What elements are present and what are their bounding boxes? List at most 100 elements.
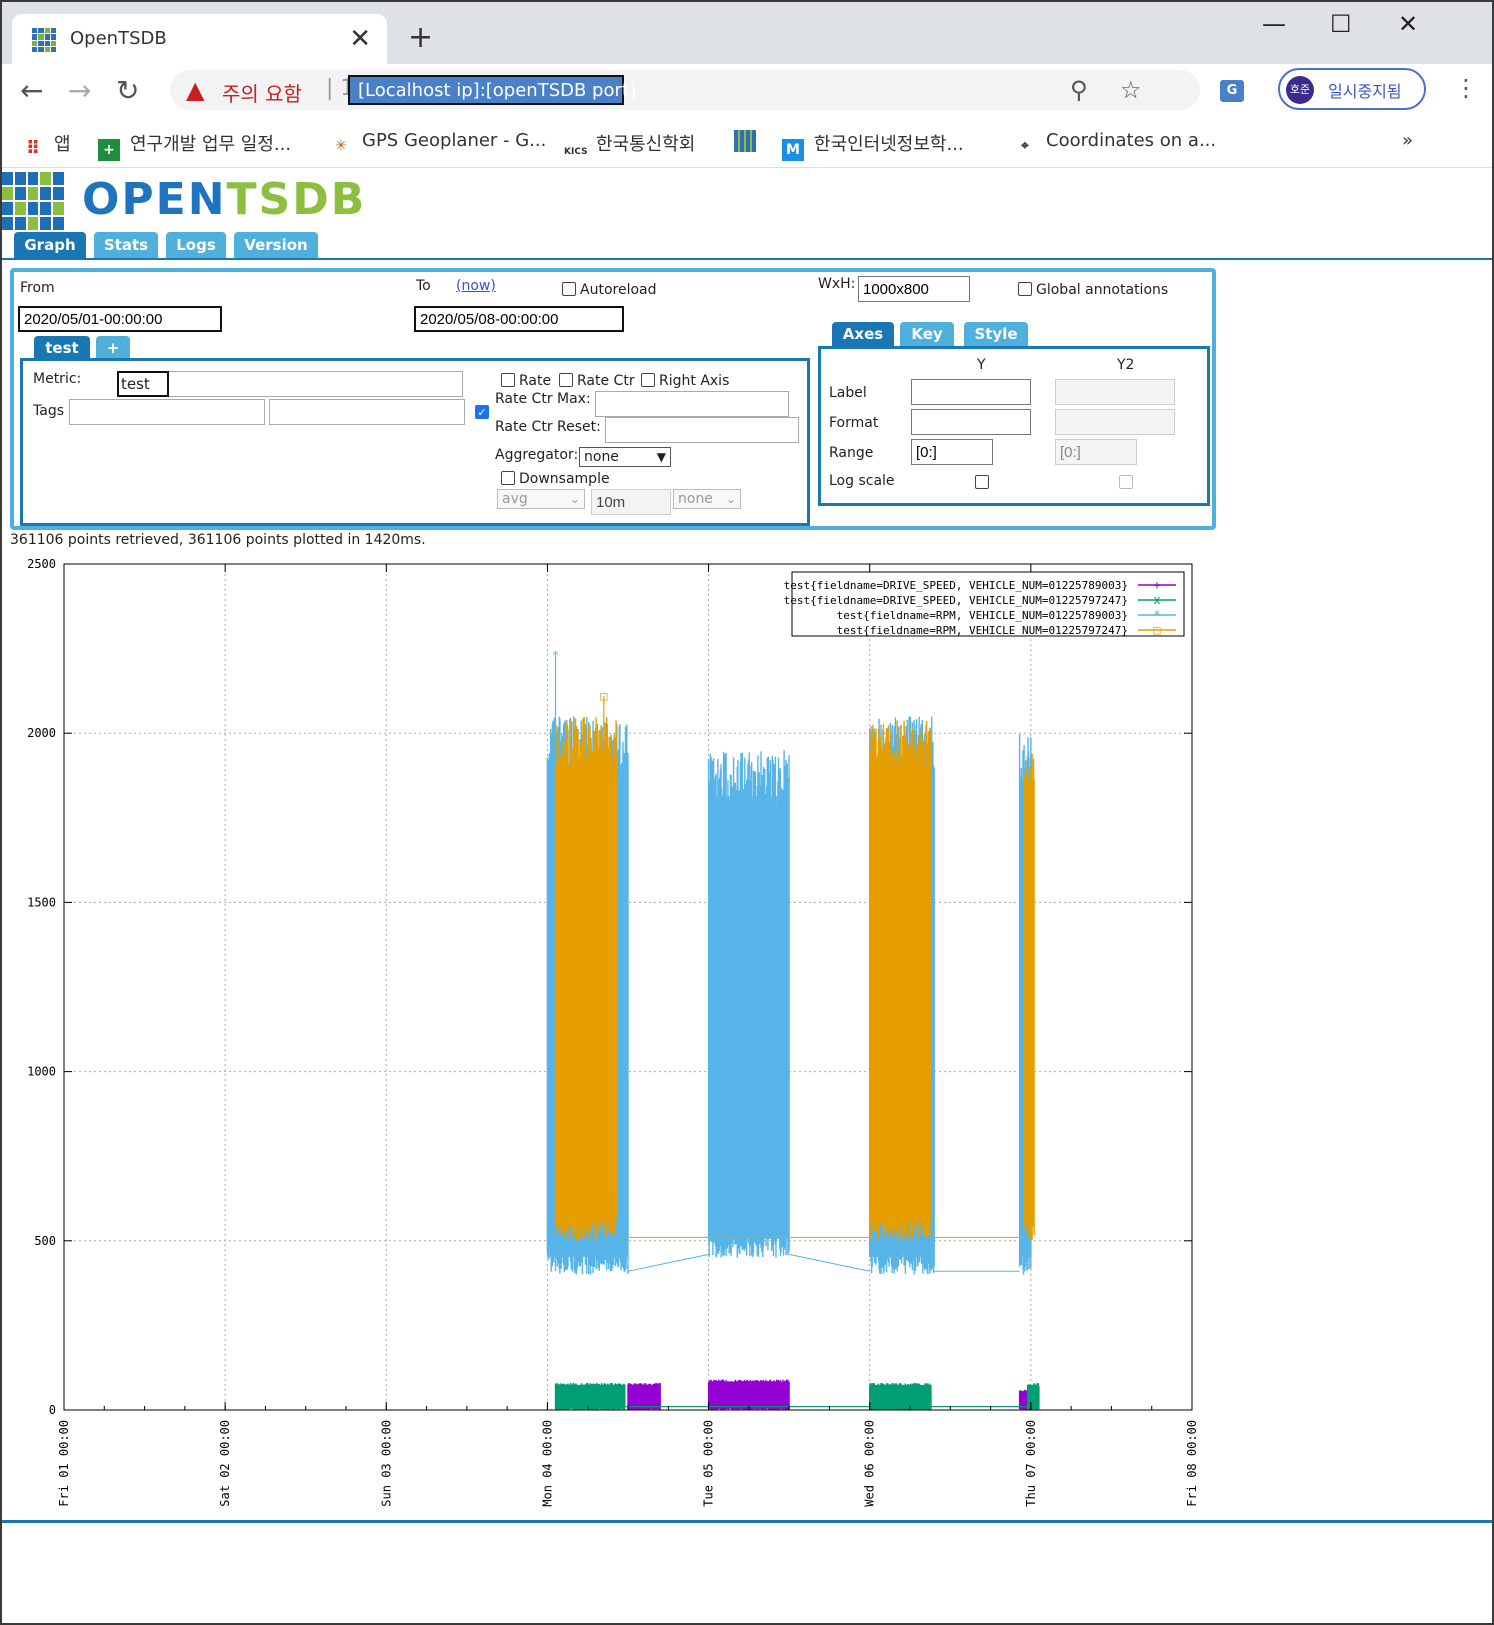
y-label-input[interactable] bbox=[911, 379, 1031, 405]
y2-label-input[interactable] bbox=[1055, 379, 1175, 405]
y-log-scale-checkbox[interactable] bbox=[975, 475, 989, 489]
url-text[interactable]: [Localhost ip]:[openTSDB port] bbox=[348, 75, 636, 105]
series-band bbox=[555, 764, 617, 1221]
tag-key-input[interactable] bbox=[69, 399, 265, 425]
tab-version[interactable]: Version bbox=[234, 232, 318, 258]
forward-icon[interactable]: → bbox=[68, 74, 92, 107]
tab-axes[interactable]: Axes bbox=[832, 322, 894, 346]
close-tab-icon[interactable]: ✕ bbox=[349, 24, 371, 54]
y2-range-input[interactable] bbox=[1055, 439, 1137, 465]
y2-column-label: Y2 bbox=[1117, 357, 1135, 373]
series-connector bbox=[789, 1253, 870, 1272]
data-layer: *□ bbox=[546, 648, 1040, 1411]
tag-value-input[interactable] bbox=[269, 399, 465, 425]
add-metric-tab[interactable]: + bbox=[96, 336, 130, 360]
autoreload-checkbox[interactable] bbox=[562, 282, 576, 296]
bookmark-item[interactable]: + 연구개발 업무 일정... bbox=[98, 130, 291, 161]
bookmark-apps[interactable]: ⠿ 앱 bbox=[22, 130, 71, 160]
reload-icon[interactable]: ↻ bbox=[116, 74, 140, 107]
back-icon[interactable]: ← bbox=[20, 74, 44, 107]
right-axis-checkbox[interactable] bbox=[641, 373, 655, 387]
y2-log-scale-checkbox[interactable] bbox=[1119, 475, 1133, 489]
log-scale-row: Log scale bbox=[829, 473, 895, 489]
rate-ctr-checkbox[interactable] bbox=[559, 373, 573, 387]
x-tick-label: Fri 01 00:00 bbox=[57, 1420, 71, 1507]
metric-input[interactable] bbox=[119, 371, 463, 397]
legend-box bbox=[791, 571, 1185, 637]
x-tick-label: Thu 07 00:00 bbox=[1024, 1420, 1038, 1507]
legend-marker: * bbox=[1153, 608, 1160, 622]
series-2: * bbox=[546, 648, 1032, 1275]
bookmark-label: 앱 bbox=[54, 134, 71, 155]
aggregator-value: none bbox=[584, 449, 619, 465]
bookmark-item[interactable]: ⌖ Coordinates on a... bbox=[1014, 130, 1216, 157]
wxh-label: WxH: bbox=[818, 276, 856, 292]
warning-icon: ▲ bbox=[186, 76, 205, 104]
maximize-icon[interactable]: ☐ bbox=[1330, 10, 1352, 38]
wxh-input[interactable] bbox=[858, 276, 970, 302]
tag-group-checkbox[interactable]: ✓ bbox=[475, 405, 489, 419]
series-band bbox=[708, 796, 790, 1239]
y-tick-label: 0 bbox=[49, 1403, 56, 1417]
bookmark-star-icon[interactable]: ☆ bbox=[1120, 76, 1142, 104]
logo-tsdb-text: TSDB bbox=[226, 174, 367, 225]
downsample-interval-input[interactable] bbox=[591, 489, 671, 515]
opentsdb-grid-icon bbox=[734, 130, 756, 152]
y-range-input[interactable] bbox=[911, 439, 993, 465]
axis-label-row: Label bbox=[829, 385, 867, 401]
minimize-icon[interactable]: — bbox=[1262, 10, 1286, 38]
translate-icon[interactable]: G bbox=[1220, 80, 1244, 102]
grid bbox=[64, 564, 1192, 1410]
y-format-input[interactable] bbox=[911, 409, 1031, 435]
y2-format-input[interactable] bbox=[1055, 409, 1175, 435]
from-input[interactable] bbox=[18, 306, 222, 332]
aggregator-label: Aggregator: bbox=[495, 447, 579, 463]
metric-box: Metric: test Tags ✓ Rate Rate Ctr Right … bbox=[20, 358, 810, 526]
rate-ctr-reset-input[interactable] bbox=[605, 417, 799, 443]
address-bar[interactable]: ▲ 주의 요함 | 1 [Localhost ip]:[openTSDB por… bbox=[170, 70, 1200, 110]
rate-label: Rate bbox=[519, 373, 552, 389]
rate-ctr-label: Rate Ctr bbox=[577, 373, 635, 389]
bookmark-item[interactable]: M 한국인터넷정보학... bbox=[782, 130, 964, 161]
profile-button[interactable]: 호준 일시중지됨 bbox=[1278, 68, 1426, 110]
bookmark-label: 한국통신학회 bbox=[596, 134, 696, 155]
downsample-checkbox[interactable] bbox=[501, 471, 515, 485]
tab-stats[interactable]: Stats bbox=[94, 232, 158, 258]
browser-tab[interactable]: OpenTSDB ✕ bbox=[12, 14, 387, 66]
to-input[interactable] bbox=[414, 306, 624, 332]
downsample-function-select[interactable]: avg ⌄ bbox=[497, 489, 585, 509]
x-tick-label: Wed 06 00:00 bbox=[863, 1420, 877, 1507]
security-warning[interactable]: 주의 요함 bbox=[222, 82, 302, 106]
legend-label: test{fieldname=DRIVE_SPEED, VEHICLE_NUM=… bbox=[784, 594, 1128, 607]
bookmark-item[interactable]: KICS 한국통신학회 bbox=[564, 130, 695, 163]
zoom-icon[interactable]: ⚲ bbox=[1070, 76, 1088, 104]
axis-format-row: Format bbox=[829, 415, 879, 431]
rate-checkbox[interactable] bbox=[501, 373, 515, 387]
tab-logs[interactable]: Logs bbox=[166, 232, 226, 258]
metric-value[interactable]: test bbox=[117, 371, 169, 397]
more-menu-icon[interactable]: ⋮ bbox=[1454, 74, 1478, 102]
bookmark-item[interactable] bbox=[734, 130, 766, 153]
new-tab-icon[interactable]: + bbox=[408, 20, 434, 55]
series-band bbox=[1019, 1391, 1031, 1404]
title-bar: OpenTSDB ✕ + — ☐ ✕ bbox=[2, 2, 1492, 66]
x-tick-label: Fri 08 00:00 bbox=[1185, 1420, 1199, 1507]
y-tick-label: 500 bbox=[34, 1234, 56, 1248]
rate-ctr-max-input[interactable] bbox=[595, 391, 789, 417]
more-bookmarks-icon[interactable]: » bbox=[1402, 130, 1414, 151]
global-annotations-label: Global annotations bbox=[1036, 282, 1169, 298]
bookmark-item[interactable]: ✳ GPS Geoplaner - G... bbox=[330, 130, 546, 157]
chevron-down-icon: ⌄ bbox=[569, 492, 580, 506]
downsample-fill-select[interactable]: none ⌄ bbox=[673, 489, 741, 509]
rate-ctr-max-label: Rate Ctr Max: bbox=[495, 391, 591, 407]
tab-graph[interactable]: Graph bbox=[14, 232, 86, 258]
aggregator-select[interactable]: none ▼ bbox=[579, 447, 671, 467]
tab-key[interactable]: Key bbox=[900, 322, 954, 346]
close-window-icon[interactable]: ✕ bbox=[1398, 10, 1419, 38]
metric-tab-test[interactable]: test bbox=[34, 336, 90, 360]
tags-label: Tags bbox=[33, 403, 64, 419]
tab-style[interactable]: Style bbox=[964, 322, 1028, 346]
now-link[interactable]: (now) bbox=[456, 278, 496, 294]
global-annotations-checkbox[interactable] bbox=[1018, 282, 1032, 296]
